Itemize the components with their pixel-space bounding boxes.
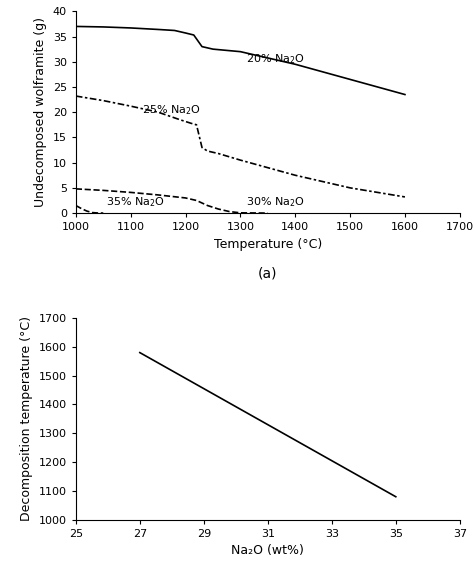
Text: 20% Na$_2$O: 20% Na$_2$O [246, 53, 305, 66]
X-axis label: Na₂O (wt%): Na₂O (wt%) [231, 545, 304, 558]
Text: 35% Na$_2$O: 35% Na$_2$O [106, 195, 165, 209]
Y-axis label: Undecomposed wolframite (g): Undecomposed wolframite (g) [34, 17, 47, 207]
Y-axis label: Decomposition temperature (°C): Decomposition temperature (°C) [20, 316, 33, 521]
Text: 30% Na$_2$O: 30% Na$_2$O [246, 195, 305, 209]
X-axis label: Temperature (°C): Temperature (°C) [214, 238, 322, 251]
Text: 25% Na$_2$O: 25% Na$_2$O [142, 103, 201, 116]
Text: (a): (a) [258, 267, 278, 281]
